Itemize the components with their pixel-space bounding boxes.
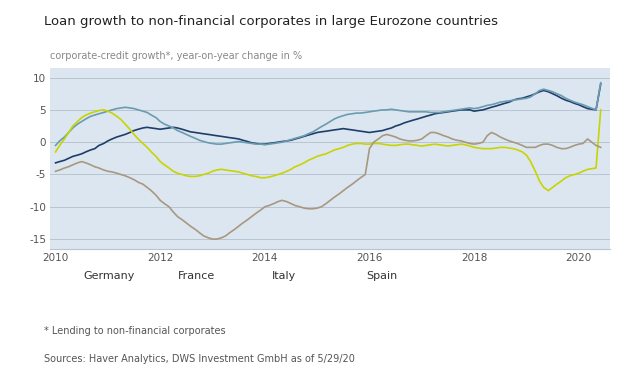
Text: France: France [178,271,215,280]
Text: Italy: Italy [272,271,297,280]
Text: Germany: Germany [84,271,135,280]
Text: Sources: Haver Analytics, DWS Investment GmbH as of 5/29/20: Sources: Haver Analytics, DWS Investment… [44,354,355,365]
Text: Loan growth to non-financial corporates in large Eurozone countries: Loan growth to non-financial corporates … [44,15,498,28]
Text: * Lending to non-financial corporates: * Lending to non-financial corporates [44,326,226,336]
Text: Spain: Spain [367,271,398,280]
Text: corporate-credit growth*, year-on-year change in %: corporate-credit growth*, year-on-year c… [50,51,303,61]
